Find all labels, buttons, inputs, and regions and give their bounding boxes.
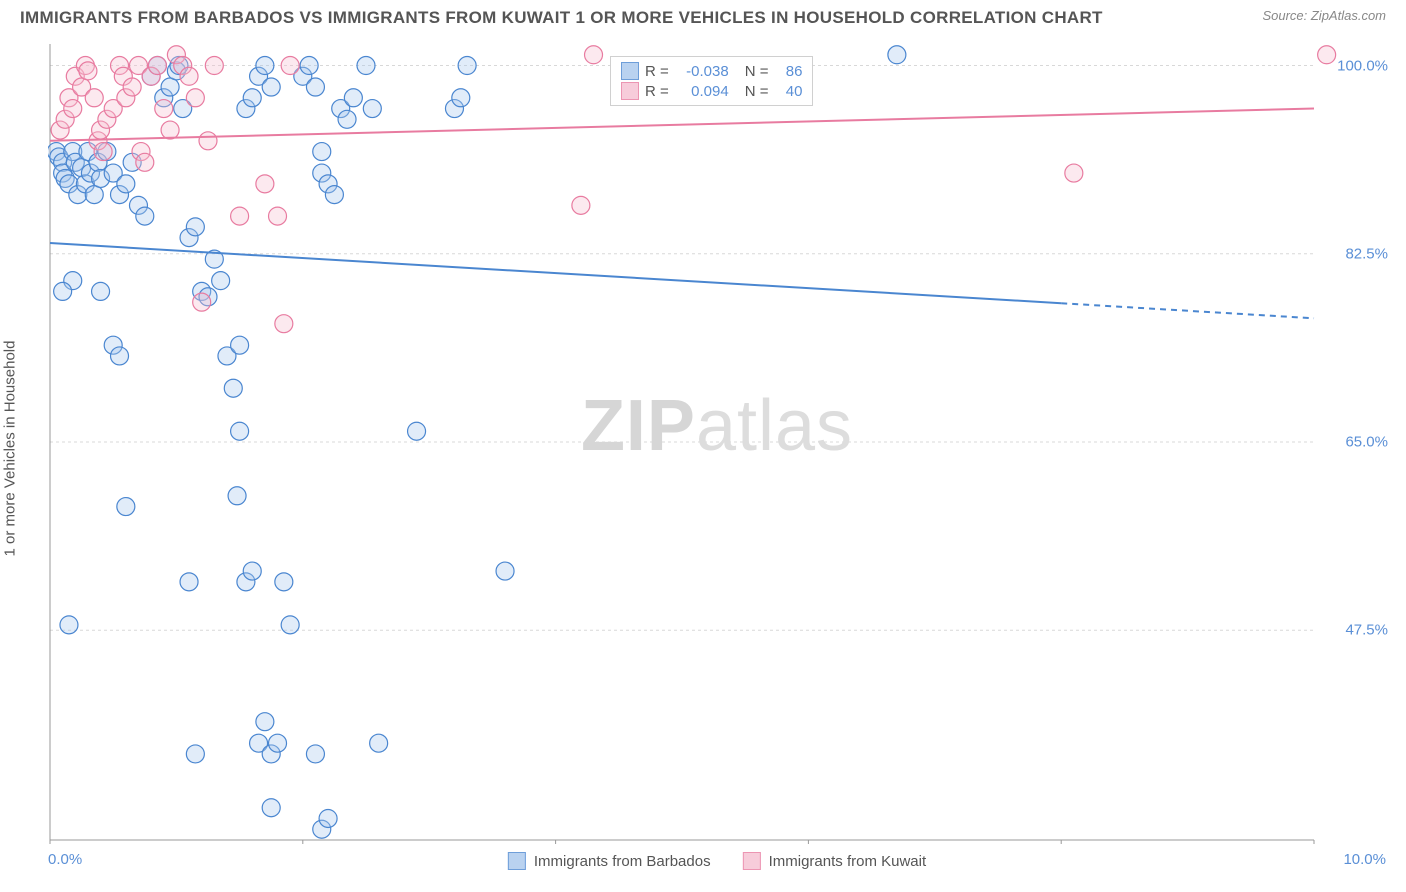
source-label: Source: ZipAtlas.com bbox=[1262, 8, 1386, 23]
y-axis-label: 1 or more Vehicles in Household bbox=[2, 341, 19, 557]
x-tick-left: 0.0% bbox=[48, 851, 82, 868]
legend-label: Immigrants from Barbados bbox=[534, 853, 711, 870]
y-tick-label: 47.5% bbox=[1345, 622, 1388, 639]
bottom-legend: Immigrants from Barbados Immigrants from … bbox=[508, 852, 926, 870]
stat-r-value: -0.038 bbox=[675, 63, 729, 80]
scatter-plot-svg bbox=[48, 40, 1386, 844]
stat-legend: R = -0.038 N = 86 R = 0.094 N = 40 bbox=[610, 56, 814, 106]
y-tick-label: 100.0% bbox=[1337, 57, 1388, 74]
stat-r-label: R = bbox=[645, 63, 669, 80]
y-tick-label: 65.0% bbox=[1345, 434, 1388, 451]
stat-n-label: N = bbox=[745, 63, 769, 80]
legend-swatch bbox=[621, 62, 639, 80]
stat-legend-row: R = 0.094 N = 40 bbox=[621, 81, 803, 101]
stat-r-label: R = bbox=[645, 83, 669, 100]
legend-item: Immigrants from Barbados bbox=[508, 852, 711, 870]
legend-swatch bbox=[743, 852, 761, 870]
stat-n-value: 86 bbox=[774, 63, 802, 80]
stat-n-value: 40 bbox=[774, 83, 802, 100]
legend-swatch bbox=[621, 82, 639, 100]
x-tick-right: 10.0% bbox=[1343, 851, 1386, 868]
stat-r-value: 0.094 bbox=[675, 83, 729, 100]
legend-label: Immigrants from Kuwait bbox=[769, 853, 927, 870]
stat-n-label: N = bbox=[745, 83, 769, 100]
legend-item: Immigrants from Kuwait bbox=[743, 852, 927, 870]
stat-legend-row: R = -0.038 N = 86 bbox=[621, 61, 803, 81]
chart-area: ZIPatlas R =-0.038N =86R =0.094N =40 0.0… bbox=[48, 40, 1386, 844]
y-tick-label: 82.5% bbox=[1345, 245, 1388, 262]
legend-swatch bbox=[508, 852, 526, 870]
chart-title: IMMIGRANTS FROM BARBADOS VS IMMIGRANTS F… bbox=[20, 8, 1103, 28]
